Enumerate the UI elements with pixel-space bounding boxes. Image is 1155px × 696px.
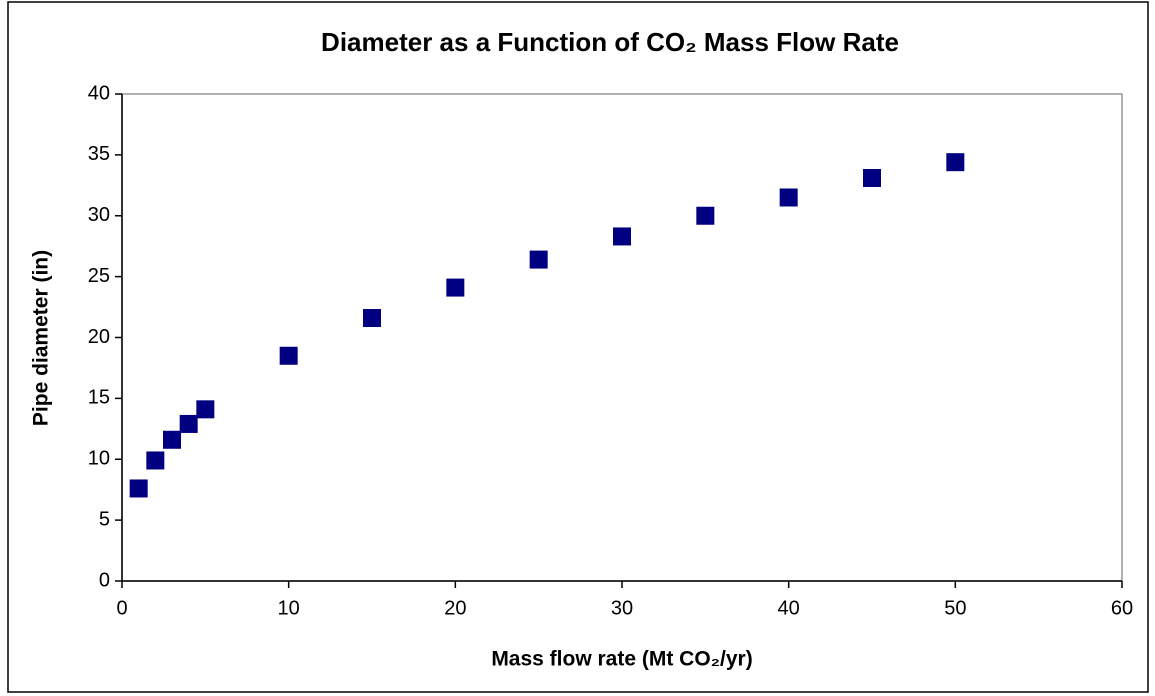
x-tick-label: 60 [1111, 597, 1133, 619]
marker [696, 206, 715, 225]
marker [163, 430, 181, 449]
marker [363, 309, 381, 328]
y-tick-label: 10 [88, 448, 110, 470]
y-tick-label: 15 [88, 387, 110, 409]
marker [946, 153, 965, 172]
y-tick-label: 5 [99, 508, 110, 530]
plot-area [121, 93, 1123, 582]
marker [146, 451, 165, 470]
x-axis-label: Mass flow rate (Mt CO₂/yr) [491, 648, 752, 671]
x-tick-label: 20 [444, 597, 466, 619]
marker [196, 400, 215, 419]
marker [613, 227, 631, 246]
x-tick-label: 10 [278, 597, 300, 619]
y-tick-label: 40 [88, 82, 110, 104]
chart-title: Diameter as a Function of CO₂ Mass Flow … [321, 27, 899, 57]
marker [779, 188, 798, 207]
marker [446, 278, 465, 297]
y-tick-label: 30 [88, 204, 110, 226]
y-tick-label: 0 [99, 569, 110, 591]
x-tick-label: 30 [611, 597, 633, 619]
marker [863, 169, 881, 188]
x-tick-label: 40 [778, 597, 800, 619]
marker [529, 250, 548, 269]
x-tick-label: 50 [944, 597, 966, 619]
y-axis-label: Pipe diameter (in) [30, 250, 53, 426]
marker [179, 414, 198, 433]
marker [279, 346, 298, 365]
y-tick-label: 35 [88, 143, 110, 165]
y-tick-label: 25 [88, 265, 110, 287]
x-tick-label: 0 [116, 597, 127, 619]
y-tick-label: 20 [88, 326, 110, 348]
marker [129, 479, 148, 498]
